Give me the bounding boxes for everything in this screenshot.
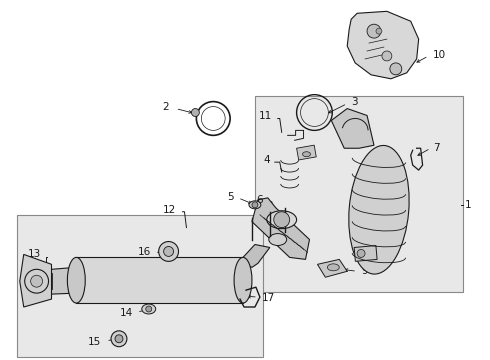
Ellipse shape [26, 273, 37, 289]
Polygon shape [46, 267, 76, 294]
Circle shape [115, 335, 123, 343]
Ellipse shape [327, 264, 339, 271]
Polygon shape [347, 11, 418, 79]
Bar [255, 96, 464, 292]
Bar [17, 215, 263, 357]
Circle shape [31, 275, 43, 287]
Text: 4: 4 [263, 155, 270, 165]
Text: 17: 17 [262, 293, 275, 303]
Ellipse shape [267, 211, 296, 229]
Circle shape [111, 331, 127, 347]
Text: 12: 12 [163, 205, 176, 215]
Text: 13: 13 [27, 249, 41, 260]
Text: 9: 9 [361, 266, 368, 276]
Circle shape [164, 247, 173, 256]
Polygon shape [243, 244, 270, 267]
Bar [296, 145, 316, 160]
Polygon shape [331, 109, 374, 148]
Text: 6: 6 [256, 195, 263, 205]
Circle shape [382, 51, 392, 61]
Bar [76, 257, 243, 303]
Ellipse shape [349, 145, 409, 274]
Circle shape [146, 306, 152, 312]
Circle shape [274, 212, 290, 228]
Polygon shape [252, 198, 310, 260]
Text: 3: 3 [351, 96, 358, 107]
Ellipse shape [249, 201, 261, 209]
Circle shape [192, 109, 199, 117]
Circle shape [159, 242, 178, 261]
Ellipse shape [142, 304, 156, 314]
Bar [32, 273, 51, 289]
Text: 5: 5 [227, 192, 234, 202]
Text: 8: 8 [389, 249, 395, 260]
Polygon shape [318, 260, 347, 277]
Polygon shape [20, 255, 51, 307]
Circle shape [376, 28, 382, 34]
Text: 14: 14 [120, 308, 133, 318]
Text: 11: 11 [259, 112, 272, 121]
Text: 16: 16 [138, 247, 151, 257]
Circle shape [252, 202, 258, 208]
Text: 15: 15 [88, 337, 101, 347]
Circle shape [357, 249, 365, 257]
Bar [354, 246, 377, 261]
Circle shape [367, 24, 381, 38]
Ellipse shape [269, 234, 287, 246]
Circle shape [390, 63, 402, 75]
Text: 10: 10 [433, 50, 446, 60]
Text: 2: 2 [162, 102, 169, 112]
Text: 7: 7 [434, 143, 440, 153]
Ellipse shape [302, 152, 311, 157]
Text: 1: 1 [466, 200, 472, 210]
Ellipse shape [234, 257, 252, 303]
Ellipse shape [68, 257, 85, 303]
